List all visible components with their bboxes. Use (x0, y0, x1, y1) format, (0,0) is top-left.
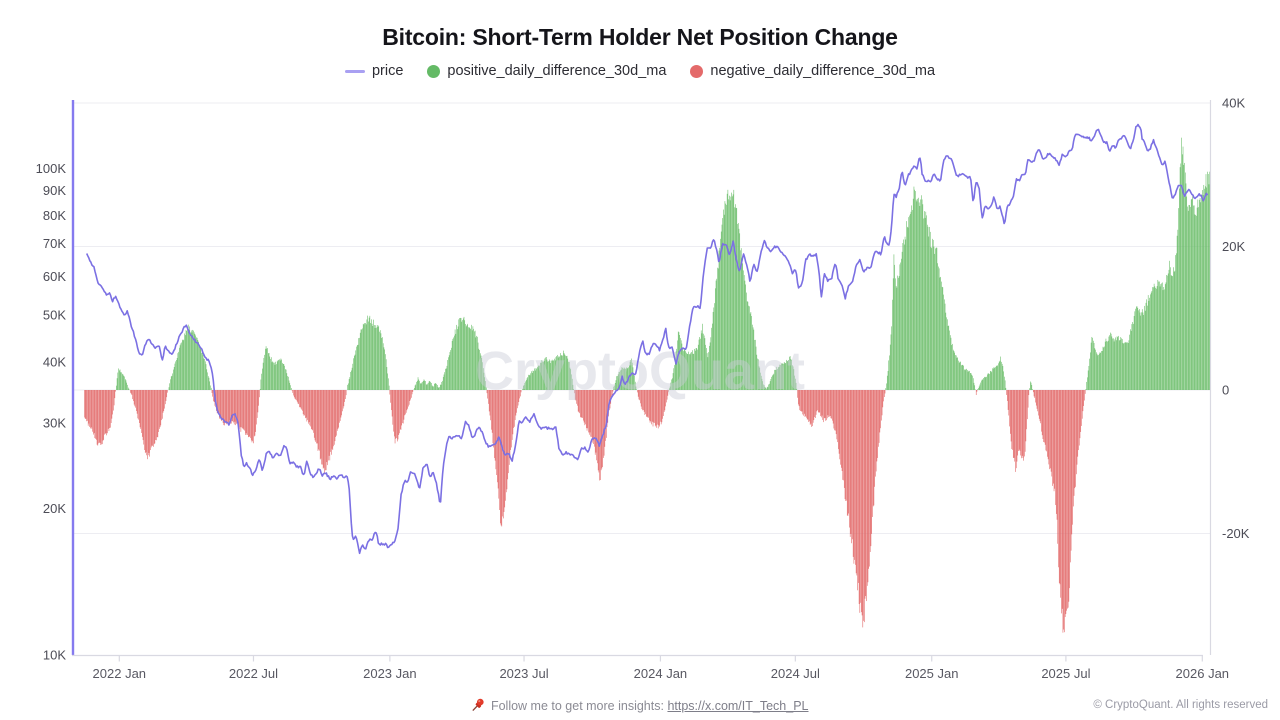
y-axis-label-left: 10K (43, 648, 66, 663)
x-axis-label: 2022 Jan (93, 666, 147, 681)
x-axis-label: 2023 Jan (363, 666, 417, 681)
y-axis-label-left: 60K (43, 269, 66, 284)
x-axis-label: 2024 Jan (634, 666, 688, 681)
gridlines (72, 102, 1211, 534)
x-axis-label: 2026 Jan (1176, 666, 1230, 681)
y-axis-label-left: 40K (43, 355, 66, 370)
y-axis-label-left: 70K (43, 236, 66, 251)
y-axis-label-left: 100K (36, 161, 67, 176)
positive-dot-icon (427, 64, 441, 78)
legend-label: positive_daily_difference_30d_ma (447, 63, 667, 79)
price-line-swatch-icon (344, 69, 365, 73)
legend-item-positive-difference[interactable]: positive_daily_difference_30d_ma (427, 63, 666, 79)
y-axis-label-right: 0 (1222, 383, 1229, 398)
legend-item-negative-difference[interactable]: negative_daily_difference_30d_ma (690, 63, 935, 79)
x-axis-label: 2023 Jul (499, 666, 548, 681)
legend-label: negative_daily_difference_30d_ma (710, 63, 936, 79)
y-axis-label-left: 80K (43, 208, 66, 223)
x-axis-label: 2024 Jul (771, 666, 820, 681)
y-axis-label-left: 50K (43, 307, 66, 322)
axes-layer: 100K 90K 80K 70K 60K 50K 40K 30K 20K 10K 40K 20K 0 -2… (36, 96, 1250, 681)
y-axis-label-right: -20K (1222, 526, 1250, 541)
footer-note: Follow me to get more insights: https://… (0, 698, 1280, 713)
bars-daily-difference[interactable] (84, 137, 1210, 633)
negative-dot-icon (690, 64, 704, 78)
price-line[interactable] (85, 123, 1209, 555)
y-axis-label-right: 20K (1222, 239, 1245, 254)
copyright: © CryptoQuant. All rights reserved (1093, 699, 1268, 711)
legend: price positive_daily_difference_30d_ma n… (0, 63, 1280, 79)
chart-title: Bitcoin: Short-Term Holder Net Position … (382, 24, 898, 50)
x-axis-label: 2022 Jul (229, 666, 278, 681)
y-axis-label-left: 30K (43, 415, 66, 430)
pushpin-icon (472, 698, 485, 712)
y-axis-label-left: 90K (43, 183, 66, 198)
x-axis-label: 2025 Jan (905, 666, 959, 681)
y-axis-label-right: 40K (1222, 96, 1245, 111)
y-axis-label-left: 20K (43, 501, 66, 516)
footer-link[interactable]: https://x.com/IT_Tech_PL (667, 699, 809, 713)
footer-note-text: Follow me to get more insights: (490, 699, 664, 713)
legend-label: price (371, 63, 404, 79)
x-axis-label: 2025 Jul (1041, 666, 1090, 681)
price-series[interactable] (85, 123, 1209, 555)
legend-item-price[interactable]: price (344, 63, 404, 79)
